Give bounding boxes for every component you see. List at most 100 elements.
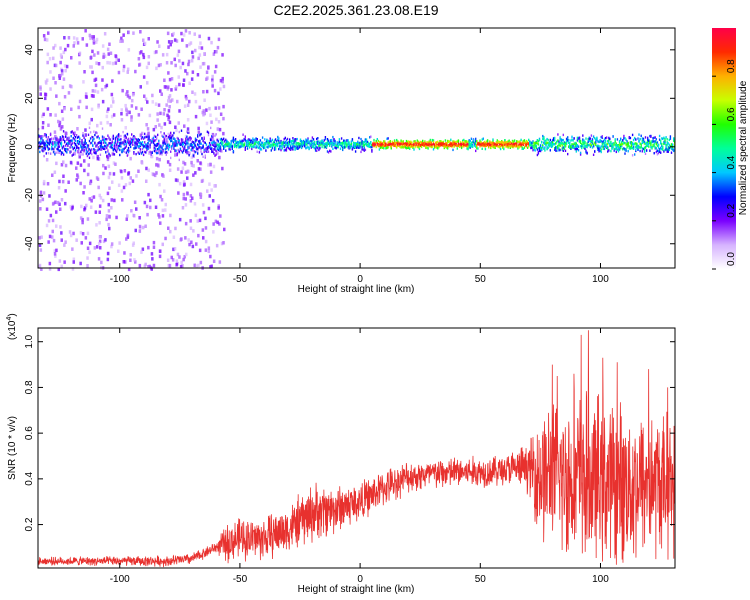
spectrogram-cell bbox=[534, 149, 536, 152]
spectrogram-cell bbox=[493, 145, 495, 149]
spectrogram-cell bbox=[503, 147, 505, 151]
spectrogram-cell bbox=[658, 150, 661, 153]
spectrogram-cell bbox=[638, 133, 640, 136]
spectrogram-cell bbox=[263, 144, 265, 148]
spectrogram-cell bbox=[617, 144, 620, 148]
spectrogram-cell bbox=[321, 143, 323, 146]
spectrogram-cell bbox=[144, 136, 146, 139]
spectrogram-cell bbox=[326, 138, 329, 141]
spectrogram-cell bbox=[160, 198, 164, 202]
spectrogram-cell bbox=[194, 213, 198, 218]
spectrogram-cell bbox=[124, 137, 126, 140]
spectrogram-cell bbox=[175, 140, 177, 143]
spectrogram-cell bbox=[585, 151, 587, 154]
spectrogram-cell bbox=[208, 106, 211, 111]
spectrogram-cell bbox=[97, 135, 99, 138]
spectrogram-cell bbox=[353, 143, 356, 147]
spectrogram-cell bbox=[625, 138, 627, 141]
spectrogram-cell bbox=[662, 145, 664, 149]
spectrogram-cell bbox=[155, 143, 158, 146]
spectrogram-cell bbox=[100, 140, 103, 143]
spectrogram-cell bbox=[174, 149, 176, 152]
spectrogram-cell bbox=[225, 144, 227, 148]
spectrogram-cell bbox=[133, 200, 137, 204]
spectrogram-cell bbox=[533, 141, 535, 145]
spectrogram-cell bbox=[601, 136, 603, 139]
y-tick-label: -20 bbox=[24, 188, 35, 203]
spectrogram-cell bbox=[80, 150, 82, 153]
spectrogram-cell bbox=[482, 137, 484, 140]
spectrogram-cell bbox=[193, 143, 196, 146]
spectrogram-cell bbox=[104, 141, 106, 144]
spectrogram-cell bbox=[68, 84, 72, 88]
spectrogram-cell bbox=[426, 146, 428, 149]
spectrogram-cell bbox=[66, 151, 68, 154]
spectrogram-cell bbox=[110, 92, 114, 97]
spectrogram-cell bbox=[376, 142, 378, 146]
spectrogram-cell bbox=[233, 143, 236, 147]
spectrogram-cell bbox=[141, 147, 144, 151]
spectrogram-cell bbox=[254, 141, 256, 144]
spectrogram-cell bbox=[308, 141, 310, 144]
spectrogram-cell bbox=[51, 143, 53, 146]
spectrogram-cell bbox=[39, 150, 41, 154]
spectrogram-cell bbox=[49, 133, 52, 137]
spectrogram-cell bbox=[165, 145, 167, 148]
spectrogram-cell bbox=[342, 146, 344, 149]
spectrogram-cell bbox=[264, 141, 266, 145]
spectrogram-cell bbox=[348, 141, 350, 144]
spectrogram-cell bbox=[230, 140, 232, 143]
spectrogram-cell bbox=[152, 141, 155, 144]
spectrogram-cell bbox=[213, 152, 215, 155]
spectrogram-cell bbox=[265, 141, 267, 144]
spectrogram-cell bbox=[90, 199, 93, 203]
spectrogram-cell bbox=[130, 209, 133, 213]
spectrogram-cell bbox=[166, 160, 170, 164]
spectrogram-cell bbox=[105, 83, 109, 88]
spectrogram-cell bbox=[140, 107, 143, 111]
spectrogram-cell bbox=[197, 135, 199, 138]
spectrogram-cell bbox=[641, 137, 643, 140]
spectrogram-cell bbox=[156, 118, 159, 122]
spectrogram-cell bbox=[150, 267, 153, 271]
spectrogram-cell bbox=[144, 145, 146, 148]
spectrogram-cell bbox=[122, 64, 126, 69]
spectrogram-cell bbox=[136, 143, 138, 146]
spectrogram-cell bbox=[170, 77, 174, 81]
spectrogram-cell bbox=[150, 252, 154, 256]
spectrogram-cell bbox=[182, 160, 185, 165]
spectrogram-cell bbox=[534, 141, 536, 144]
spectrogram-cell bbox=[85, 147, 87, 150]
spectrogram-cell bbox=[252, 145, 254, 148]
spectrogram-cell bbox=[331, 145, 333, 148]
spectrogram-cell bbox=[127, 150, 130, 154]
spectrogram-cell bbox=[75, 178, 78, 182]
spectrogram-cell bbox=[127, 141, 130, 145]
spectrogram-cell bbox=[417, 140, 420, 143]
spectrogram-cell bbox=[649, 149, 651, 152]
spectrogram-cell bbox=[64, 147, 66, 151]
spectrogram-cell bbox=[534, 142, 536, 146]
spectrogram-cell bbox=[494, 142, 496, 146]
spectrogram-cell bbox=[401, 146, 403, 149]
spectrogram-cell bbox=[404, 146, 407, 149]
spectrogram-cell bbox=[298, 146, 301, 149]
spectrogram-cell bbox=[177, 49, 181, 54]
spectrogram-cell bbox=[450, 142, 452, 146]
spectrogram-cell bbox=[179, 238, 182, 242]
spectrogram-cell bbox=[467, 143, 469, 146]
spectrogram-cell bbox=[47, 136, 50, 139]
spectrogram-cell bbox=[609, 137, 611, 141]
colorbar-tick-label: 0.6 bbox=[726, 107, 737, 121]
spectrogram-cell bbox=[345, 145, 347, 148]
spectrogram-cell bbox=[140, 161, 144, 165]
spectrogram-cell bbox=[517, 140, 519, 144]
spectrogram-cell bbox=[107, 107, 110, 111]
spectrogram-cell bbox=[52, 56, 55, 61]
spectrogram-cell bbox=[158, 123, 161, 127]
spectrogram-cell bbox=[90, 65, 93, 69]
spectrogram-cell bbox=[39, 248, 43, 252]
spectrogram-cell bbox=[496, 139, 498, 142]
spectrogram-cell bbox=[352, 143, 355, 146]
spectrogram-cell bbox=[284, 141, 286, 144]
